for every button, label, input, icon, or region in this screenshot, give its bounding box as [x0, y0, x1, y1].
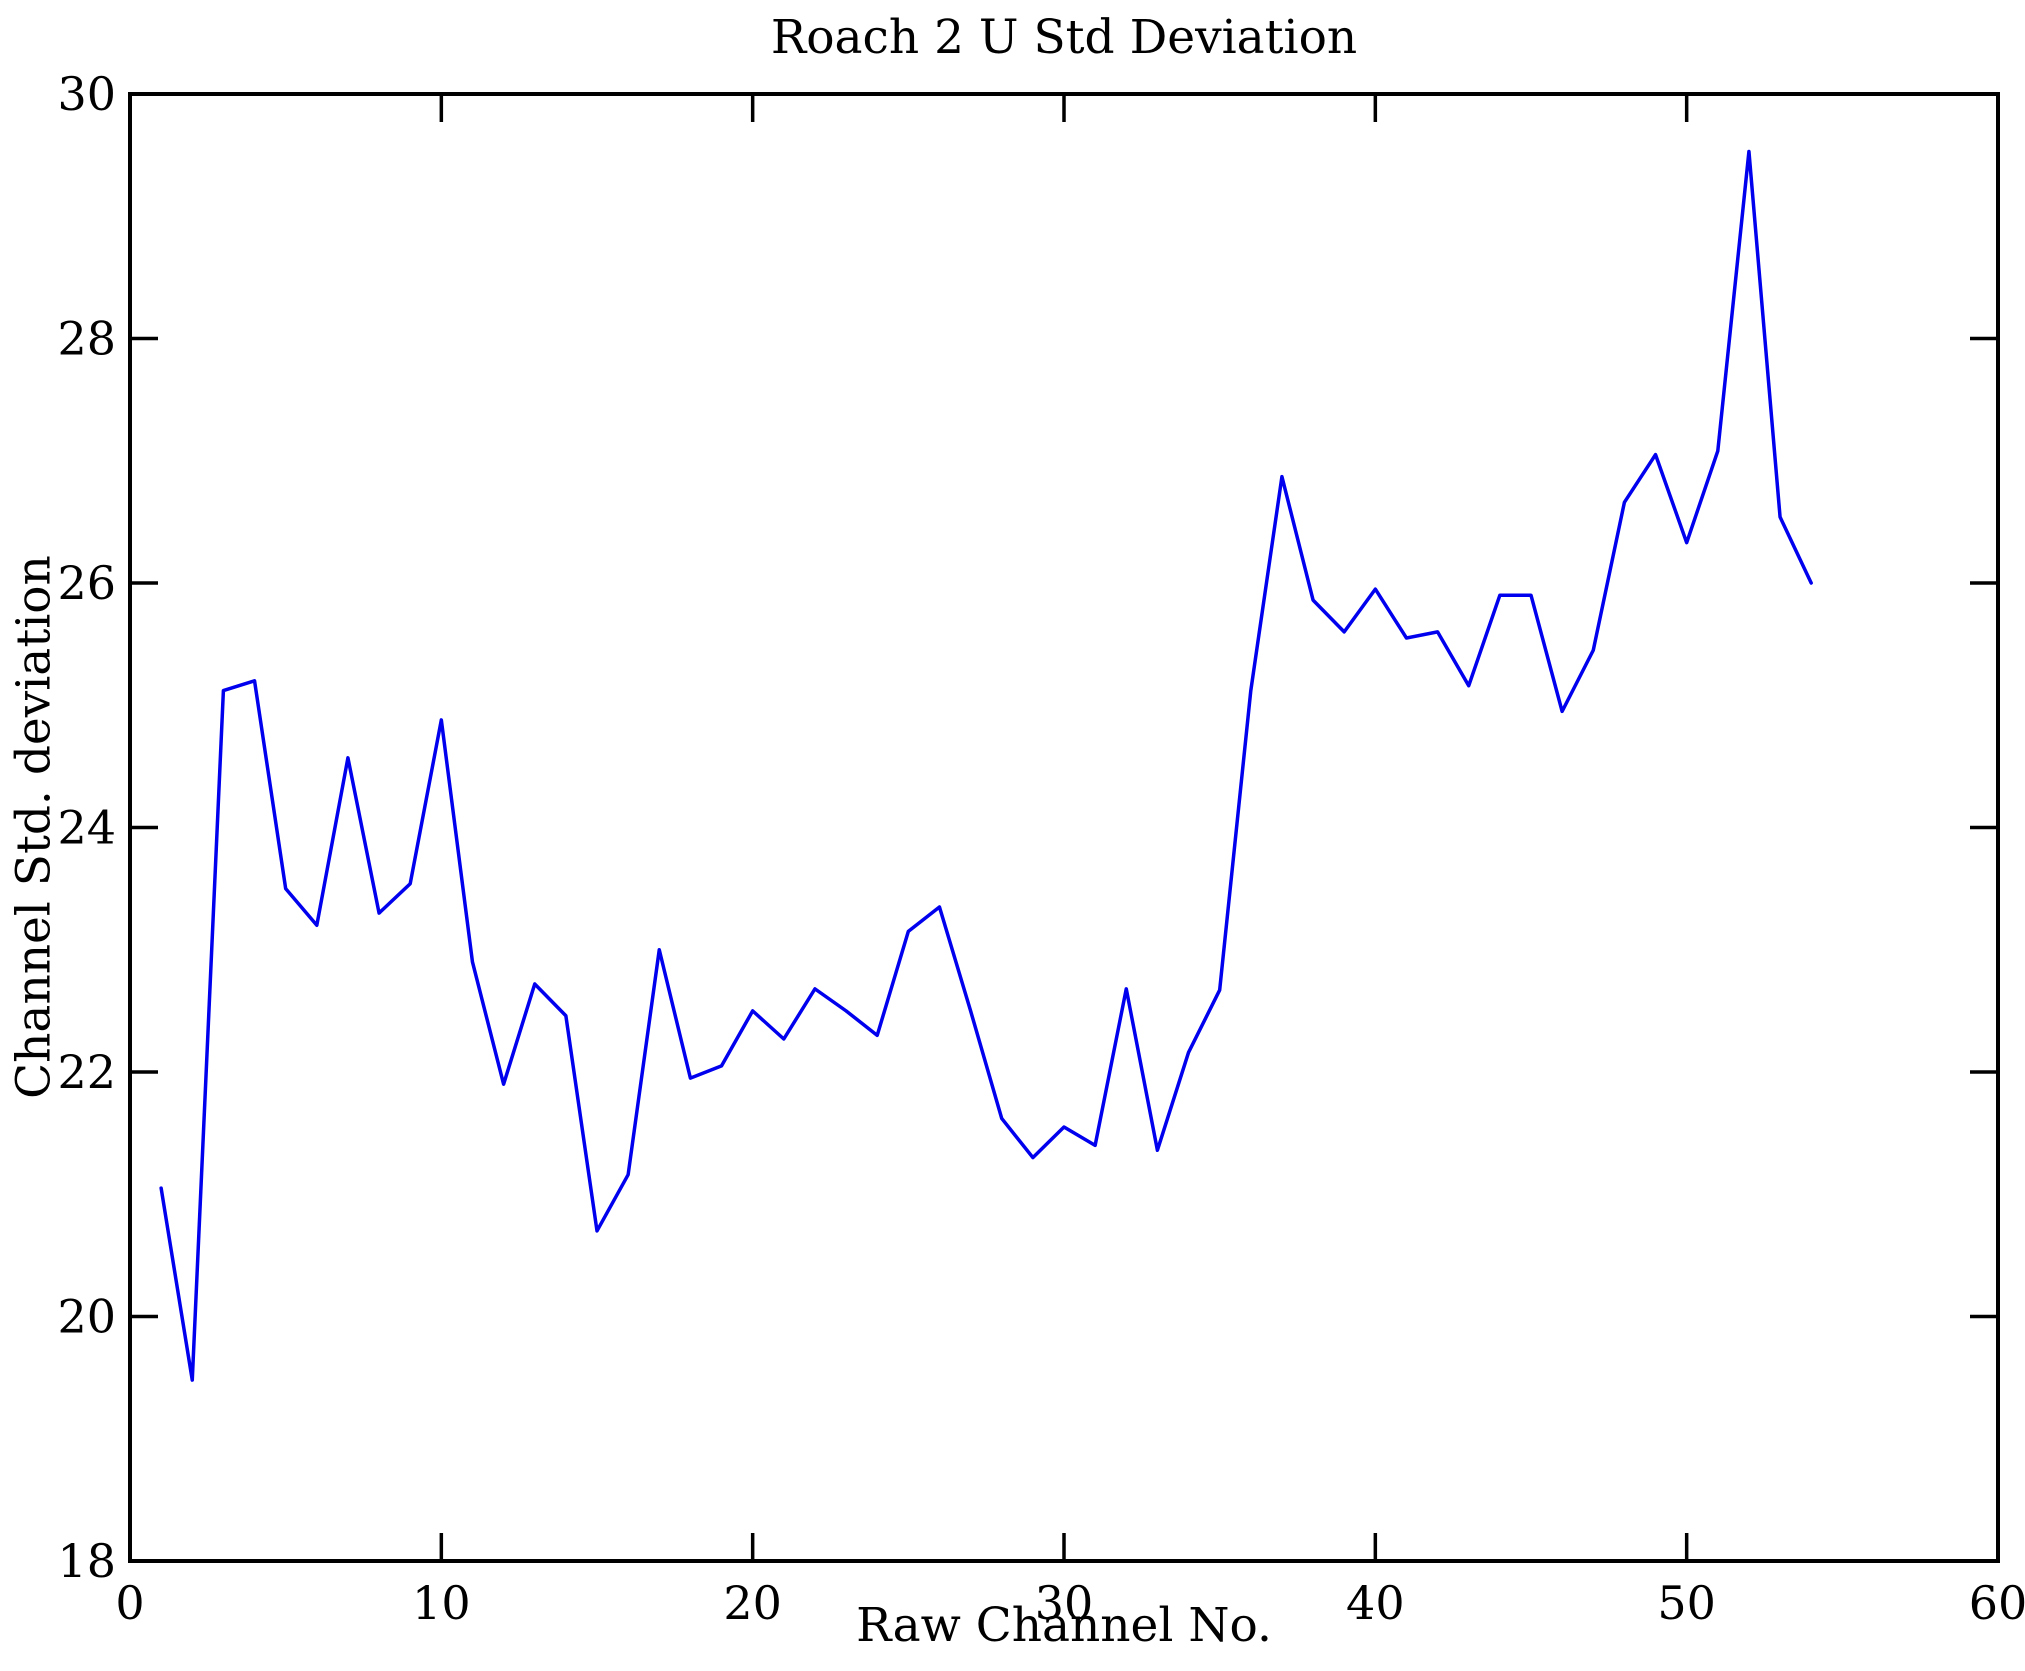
tick-marks — [130, 94, 1998, 1561]
y-tick-label: 24 — [57, 801, 116, 855]
x-tick-label: 0 — [115, 1576, 144, 1630]
x-tick-label: 50 — [1657, 1576, 1716, 1630]
axis-frame — [128, 92, 2000, 1563]
y-axis-label: Channel Std. deviation — [6, 555, 62, 1099]
x-tick-label: 40 — [1346, 1576, 1405, 1630]
y-tick-label: 26 — [57, 556, 116, 610]
y-tick-label: 18 — [57, 1534, 116, 1588]
y-tick-label: 28 — [57, 312, 116, 366]
data-series-line — [159, 149, 1813, 1382]
y-tick-label: 20 — [57, 1290, 116, 1344]
x-tick-label: 10 — [412, 1576, 471, 1630]
y-tick-label: 30 — [57, 67, 116, 121]
x-axis-label: Raw Channel No. — [856, 1598, 1272, 1653]
y-tick-label: 22 — [57, 1045, 116, 1099]
x-tick-label: 20 — [723, 1576, 782, 1630]
x-tick-label: 30 — [1035, 1576, 1094, 1630]
chart-title: Roach 2 U Std Deviation — [770, 10, 1358, 65]
x-tick-label: 60 — [1969, 1576, 2025, 1630]
tick-labels: 0 10 20 30 40 50 60 18 20 22 24 26 28 30 — [57, 67, 2025, 1630]
